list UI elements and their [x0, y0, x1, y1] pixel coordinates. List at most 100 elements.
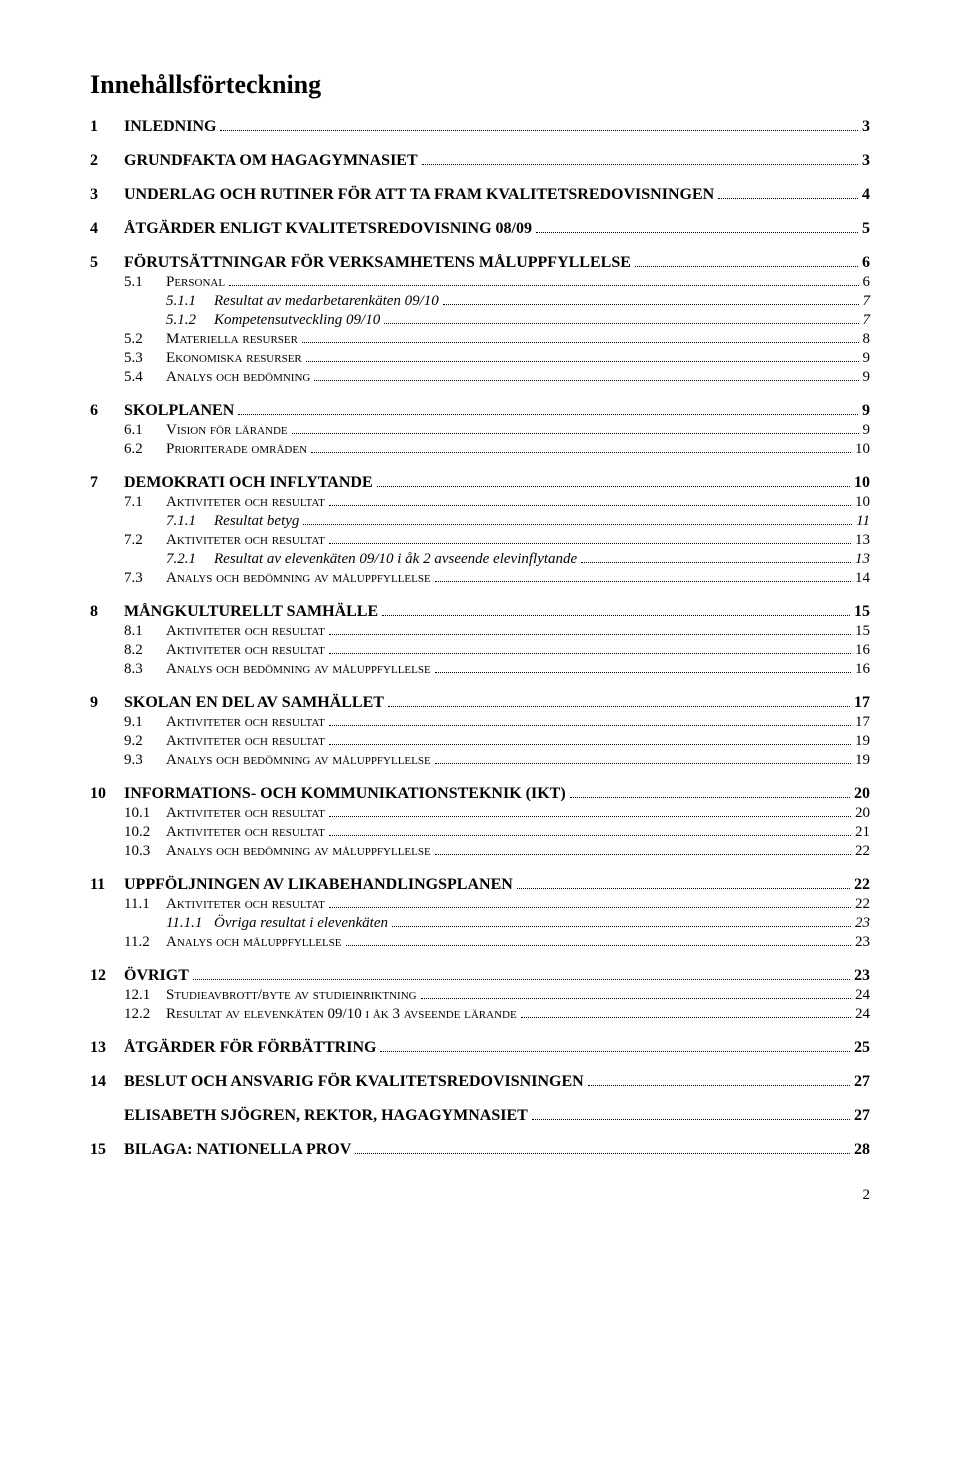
toc-entry: 7.1Aktiviteter och resultat10	[90, 494, 870, 511]
toc-entry-title: Aktiviteter och resultat	[166, 714, 325, 731]
toc-entry: ELISABETH SJÖGREN, REKTOR, HAGAGYMNASIET…	[90, 1107, 870, 1125]
page-number: 2	[90, 1187, 870, 1204]
toc-entry: 10.1Aktiviteter och resultat20	[90, 805, 870, 822]
toc-leader-dots	[536, 232, 858, 233]
toc-entry-number: 10.1	[124, 805, 166, 822]
toc-leader-dots	[329, 725, 851, 726]
toc-leader-dots	[329, 835, 851, 836]
toc-entry-title: Prioriterade områden	[166, 441, 307, 458]
toc-entry-title: Aktiviteter och resultat	[166, 532, 325, 549]
toc-leader-dots	[388, 706, 850, 707]
toc-leader-dots	[635, 266, 858, 267]
toc-entry-title: Resultat av elevenkäten 09/10 i åk 2 avs…	[214, 551, 577, 568]
toc-leader-dots	[306, 361, 859, 362]
toc-entry-page: 24	[855, 1006, 870, 1023]
toc-leader-dots	[380, 1051, 850, 1052]
toc-entry-page: 6	[863, 274, 871, 291]
toc-entry-number: 4	[90, 220, 124, 238]
toc-entry-title: ÅTGÄRDER ENLIGT KVALITETSREDOVISNING 08/…	[124, 220, 532, 238]
toc-entry-title: UNDERLAG OCH RUTINER FÖR ATT TA FRAM KVA…	[124, 186, 714, 204]
toc-entry-number: 9.1	[124, 714, 166, 731]
toc-entry: 12.1Studieavbrott/byte av studieinriktni…	[90, 987, 870, 1004]
toc-entry-page: 3	[862, 118, 870, 136]
toc-entry-title: Analys och bedömning av måluppfyllelse	[166, 570, 431, 587]
toc-entry: 6.2Prioriterade områden10	[90, 441, 870, 458]
toc-leader-dots	[718, 198, 858, 199]
toc-entry-page: 21	[855, 824, 870, 841]
toc-leader-dots	[443, 304, 859, 305]
toc-entry: 10INFORMATIONS- OCH KOMMUNIKATIONSTEKNIK…	[90, 785, 870, 803]
toc-entry-number: 15	[90, 1141, 124, 1159]
toc-leader-dots	[435, 854, 851, 855]
toc-entry-title: Personal	[166, 274, 225, 291]
toc-leader-dots	[303, 524, 852, 525]
toc-entry-number: 5.1	[124, 274, 166, 291]
toc-leader-dots	[435, 672, 851, 673]
toc-leader-dots	[421, 998, 851, 999]
toc-entry-page: 22	[855, 843, 870, 860]
toc-entry-number: 10.3	[124, 843, 166, 860]
toc-leader-dots	[292, 433, 859, 434]
toc-entry-page: 13	[855, 551, 870, 568]
toc-leader-dots	[384, 323, 858, 324]
toc-entry: 11.1.1Övriga resultat i elevenkäten23	[90, 915, 870, 932]
toc-entry: 9.1Aktiviteter och resultat17	[90, 714, 870, 731]
toc-leader-dots	[238, 414, 858, 415]
toc-entry-number: 8.3	[124, 661, 166, 678]
toc-entry: 5.2Materiella resurser8	[90, 331, 870, 348]
toc-entry-page: 6	[862, 254, 870, 272]
toc-leader-dots	[229, 285, 858, 286]
toc-entry-page: 25	[854, 1039, 870, 1057]
toc-entry-title: Aktiviteter och resultat	[166, 623, 325, 640]
toc-entry-page: 8	[863, 331, 871, 348]
toc-entry-number: 5	[90, 254, 124, 272]
toc-leader-dots	[377, 486, 850, 487]
toc-entry-number: 12	[90, 967, 124, 985]
toc-entry-title: BILAGA: NATIONELLA PROV	[124, 1141, 351, 1159]
toc-entry: 9.3Analys och bedömning av måluppfyllels…	[90, 752, 870, 769]
toc-entry-number: 5.4	[124, 369, 166, 386]
toc-entry-page: 28	[854, 1141, 870, 1159]
toc-entry-page: 5	[862, 220, 870, 238]
toc-leader-dots	[521, 1017, 851, 1018]
toc-entry-title: Ekonomiska resurser	[166, 350, 302, 367]
toc-entry-title: Aktiviteter och resultat	[166, 896, 325, 913]
toc-entry: 14BESLUT OCH ANSVARIG FÖR KVALITETSREDOV…	[90, 1073, 870, 1091]
toc-entry: 11.2Analys och måluppfyllelse23	[90, 934, 870, 951]
toc-leader-dots	[435, 763, 851, 764]
toc-entry-number: 7.3	[124, 570, 166, 587]
toc-leader-dots	[392, 926, 851, 927]
toc-entry-title: Analys och bedömning av måluppfyllelse	[166, 661, 431, 678]
toc-entry: 6SKOLPLANEN9	[90, 402, 870, 420]
toc-entry-title: INFORMATIONS- OCH KOMMUNIKATIONSTEKNIK (…	[124, 785, 566, 803]
toc-entry: 7.3Analys och bedömning av måluppfyllels…	[90, 570, 870, 587]
toc-entry: 7.2.1Resultat av elevenkäten 09/10 i åk …	[90, 551, 870, 568]
toc-leader-dots	[346, 945, 851, 946]
toc-entry-page: 19	[855, 752, 870, 769]
toc-leader-dots	[355, 1153, 850, 1154]
toc-entry: 11.1Aktiviteter och resultat22	[90, 896, 870, 913]
toc-entry-page: 23	[854, 967, 870, 985]
toc-entry-number: 11.2	[124, 934, 166, 951]
toc-entry-title: Resultat betyg	[214, 513, 299, 530]
toc-entry: 7.1.1Resultat betyg11	[90, 513, 870, 530]
toc-entry-title: Studieavbrott/byte av studieinriktning	[166, 987, 417, 1004]
toc-entry-title: ÖVRIGT	[124, 967, 189, 985]
toc-leader-dots	[517, 888, 850, 889]
toc-entry-number: 1	[90, 118, 124, 136]
toc-entry-title: Analys och måluppfyllelse	[166, 934, 342, 951]
toc-leader-dots	[329, 744, 851, 745]
toc-leader-dots	[570, 797, 850, 798]
toc-entry-title: UPPFÖLJNINGEN AV LIKABEHANDLINGSPLANEN	[124, 876, 513, 894]
toc-entry-page: 27	[854, 1107, 870, 1125]
toc-entry-title: Aktiviteter och resultat	[166, 805, 325, 822]
toc-leader-dots	[314, 380, 858, 381]
toc-entry-title: Resultat av medarbetarenkäten 09/10	[214, 293, 439, 310]
toc-entry-page: 13	[855, 532, 870, 549]
toc-entry-page: 27	[854, 1073, 870, 1091]
toc-entry: 5.1.2Kompetensutveckling 09/107	[90, 312, 870, 329]
toc-leader-dots	[532, 1119, 850, 1120]
toc-entry-page: 3	[862, 152, 870, 170]
toc-leader-dots	[329, 653, 851, 654]
toc-entry-title: Aktiviteter och resultat	[166, 824, 325, 841]
